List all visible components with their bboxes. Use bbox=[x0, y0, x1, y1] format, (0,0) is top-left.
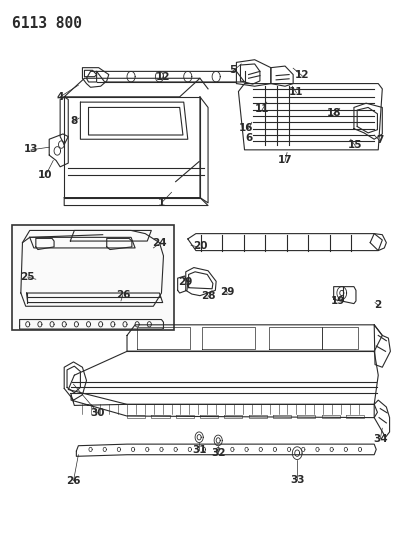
Text: 7: 7 bbox=[377, 135, 384, 146]
Text: 28: 28 bbox=[201, 290, 215, 301]
Text: 8: 8 bbox=[70, 116, 77, 126]
Text: 6113 800: 6113 800 bbox=[11, 16, 82, 31]
Text: 17: 17 bbox=[278, 156, 293, 165]
Text: 34: 34 bbox=[373, 434, 388, 444]
Text: 25: 25 bbox=[20, 272, 35, 282]
Text: 11: 11 bbox=[255, 104, 269, 114]
Text: 24: 24 bbox=[152, 238, 167, 248]
Text: 19: 19 bbox=[330, 296, 345, 306]
Text: 18: 18 bbox=[326, 108, 341, 118]
Text: 16: 16 bbox=[239, 123, 254, 133]
Bar bbox=[11, 225, 174, 330]
Text: 32: 32 bbox=[211, 448, 226, 458]
Text: 29: 29 bbox=[220, 287, 235, 297]
Text: 26: 26 bbox=[116, 289, 130, 300]
Text: 12: 12 bbox=[155, 71, 170, 82]
Text: 26: 26 bbox=[66, 476, 81, 486]
Text: 31: 31 bbox=[192, 446, 206, 456]
Text: 10: 10 bbox=[38, 171, 52, 180]
Text: 20: 20 bbox=[193, 241, 207, 252]
Text: 11: 11 bbox=[289, 86, 304, 96]
Text: 5: 5 bbox=[229, 66, 236, 75]
Text: 6: 6 bbox=[245, 133, 252, 143]
Text: 13: 13 bbox=[24, 144, 38, 154]
Text: 12: 12 bbox=[295, 70, 309, 79]
Text: 15: 15 bbox=[348, 140, 362, 150]
Text: 4: 4 bbox=[56, 92, 64, 102]
Text: 30: 30 bbox=[91, 408, 105, 418]
Text: 1: 1 bbox=[158, 198, 165, 208]
Text: 33: 33 bbox=[290, 475, 304, 485]
Text: 29: 29 bbox=[179, 277, 193, 287]
Text: 2: 2 bbox=[375, 300, 382, 310]
